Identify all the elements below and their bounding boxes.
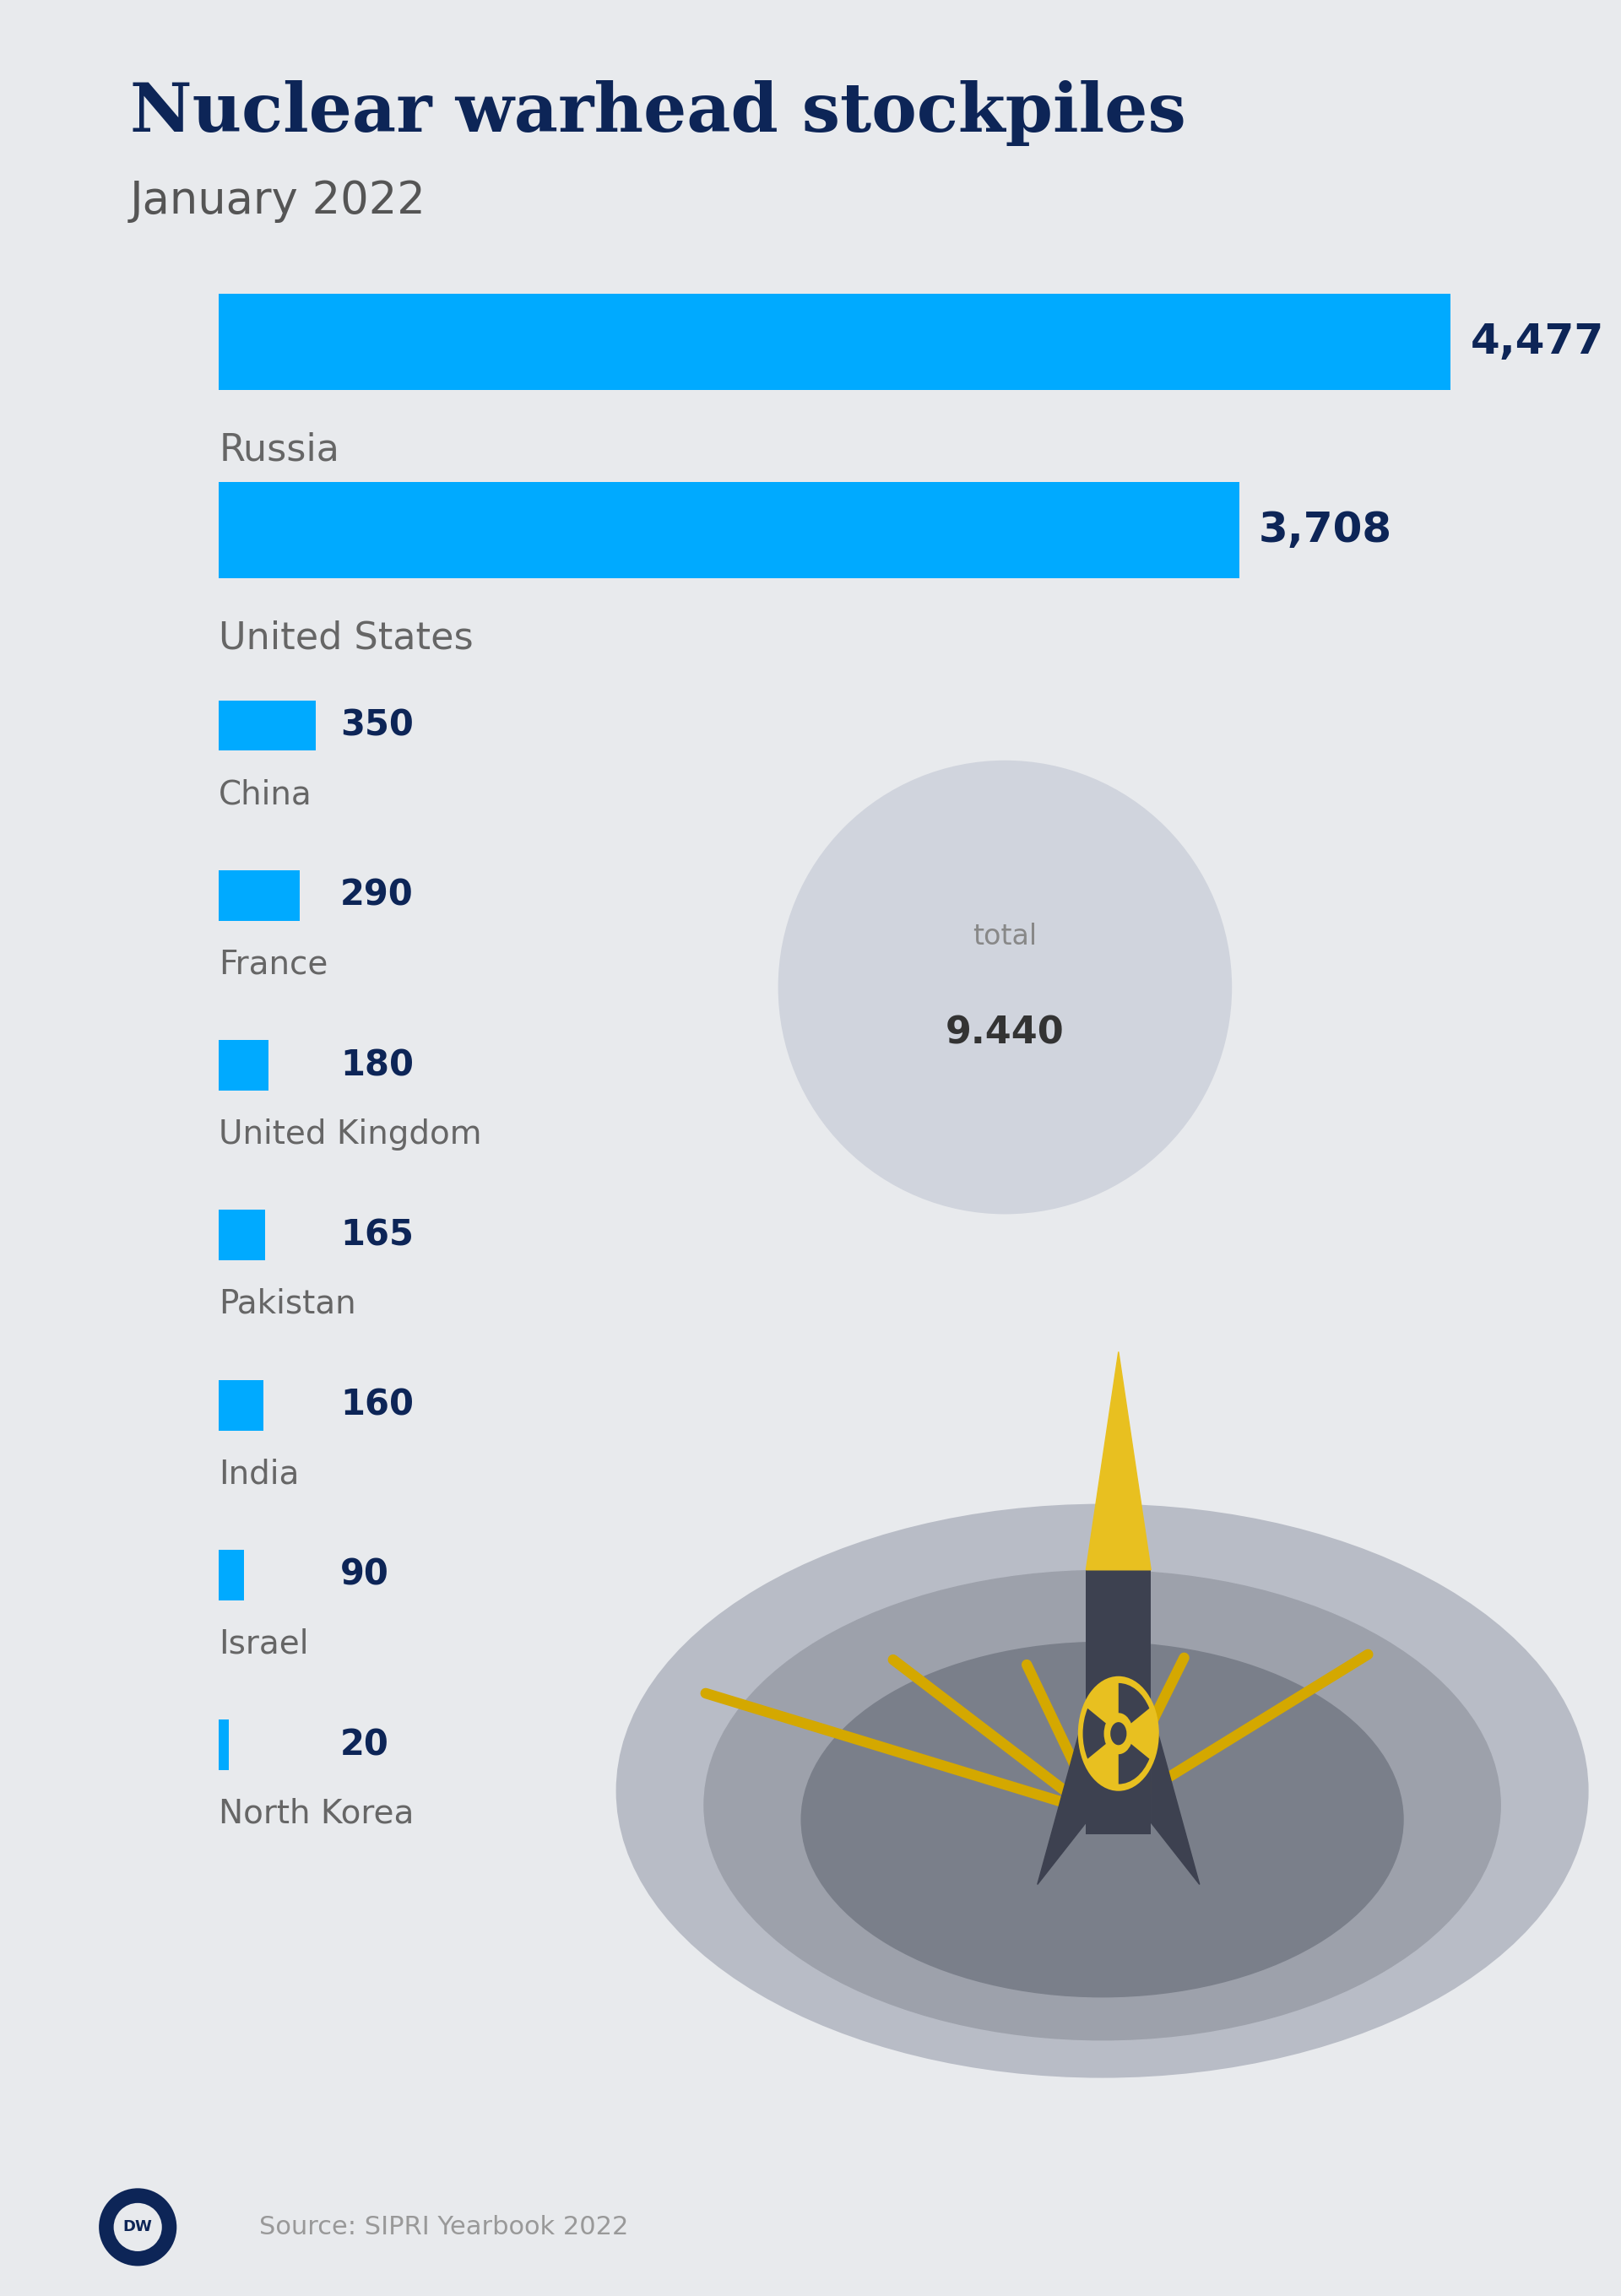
Bar — [219, 294, 1451, 390]
Text: January 2022: January 2022 — [130, 179, 426, 223]
Ellipse shape — [801, 1642, 1404, 1998]
Text: DW: DW — [123, 2220, 152, 2234]
Text: United States: United States — [219, 620, 473, 657]
Circle shape — [1110, 1722, 1127, 1745]
Bar — [219, 870, 300, 921]
Text: Russia: Russia — [219, 432, 339, 468]
Polygon shape — [1151, 1708, 1200, 1885]
Text: United Kingdom: United Kingdom — [219, 1118, 481, 1150]
Text: Source: SIPRI Yearbook 2022: Source: SIPRI Yearbook 2022 — [259, 2216, 629, 2239]
Bar — [219, 1550, 243, 1600]
Text: 350: 350 — [340, 707, 413, 744]
Text: 290: 290 — [340, 877, 413, 914]
Wedge shape — [1118, 1745, 1149, 1784]
Wedge shape — [1118, 1683, 1149, 1724]
Text: India: India — [219, 1458, 300, 1490]
Text: total: total — [973, 923, 1037, 951]
Ellipse shape — [704, 1570, 1501, 2041]
Text: 90: 90 — [340, 1557, 389, 1593]
Bar — [219, 700, 316, 751]
Text: 4,477: 4,477 — [1470, 321, 1603, 363]
Text: 3,708: 3,708 — [1258, 510, 1392, 551]
Bar — [219, 1720, 229, 1770]
Polygon shape — [1037, 1708, 1086, 1885]
Polygon shape — [1086, 1352, 1151, 1570]
Text: 165: 165 — [340, 1217, 413, 1254]
Text: 20: 20 — [340, 1727, 389, 1763]
Text: France: France — [219, 948, 327, 980]
Ellipse shape — [778, 760, 1232, 1215]
Text: Israel: Israel — [219, 1628, 308, 1660]
Ellipse shape — [99, 2188, 177, 2266]
Circle shape — [1078, 1676, 1159, 1791]
Bar — [1086, 1570, 1151, 1835]
Wedge shape — [1083, 1708, 1106, 1759]
Text: Nuclear warhead stockpiles: Nuclear warhead stockpiles — [130, 80, 1185, 147]
Text: 160: 160 — [340, 1387, 413, 1424]
Text: China: China — [219, 778, 313, 810]
Bar — [219, 1210, 264, 1261]
Text: Pakistan: Pakistan — [219, 1288, 357, 1320]
Bar — [219, 1380, 263, 1430]
Text: 180: 180 — [340, 1047, 413, 1084]
Bar — [219, 1040, 269, 1091]
Ellipse shape — [113, 2202, 162, 2252]
Bar — [219, 482, 1238, 579]
Ellipse shape — [616, 1504, 1589, 2078]
Text: North Korea: North Korea — [219, 1798, 415, 1830]
Text: 9.440: 9.440 — [945, 1015, 1065, 1052]
